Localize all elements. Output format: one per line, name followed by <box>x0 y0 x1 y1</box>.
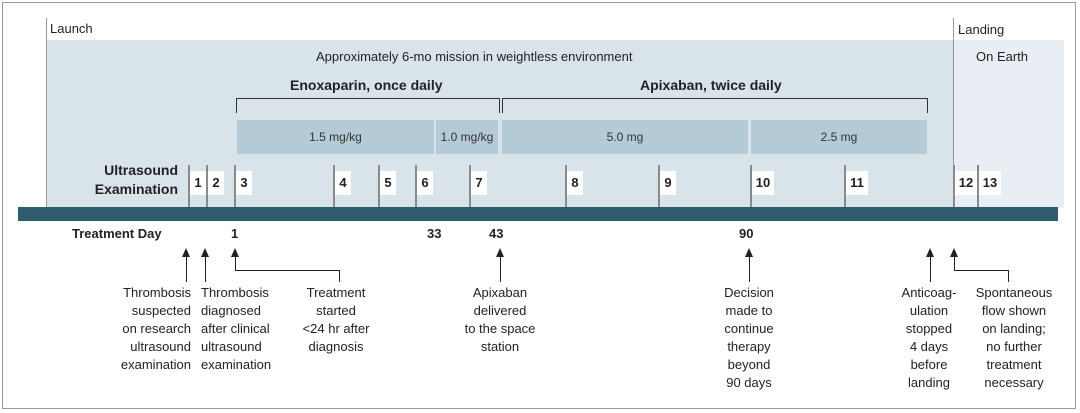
exam-10: 10 <box>752 171 774 195</box>
launch-line <box>46 18 47 208</box>
arrow-head-2 <box>201 248 209 257</box>
arrow-3-elbow <box>235 256 340 271</box>
tick-10 <box>750 165 752 207</box>
note-suspected: Thrombosis suspected on research ultrasound… <box>120 285 191 372</box>
ultrasound-heading: Ultrasound Examination <box>86 161 178 199</box>
exam-3: 3 <box>236 171 252 195</box>
note-anticoag-stopped: Anticoag-ulation stopped 4 days before landi… <box>901 285 957 390</box>
note-treatment-started: Treatment started <24 hr after diagnosis <box>302 285 370 354</box>
timeline-axis <box>18 207 1058 221</box>
landing-label: Landing <box>958 22 1005 37</box>
exam-8: 8 <box>567 171 583 195</box>
apixaban-bracket <box>502 98 928 113</box>
exam-7: 7 <box>471 171 487 195</box>
tick-8 <box>565 165 567 207</box>
arrow-head-3 <box>231 248 239 257</box>
exam-6: 6 <box>417 171 433 195</box>
note-apixaban-delivered: Apixaban delivered to the space station <box>464 285 536 354</box>
landing-line <box>953 18 954 208</box>
enoxaparin-label: Enoxaparin, once daily <box>290 77 443 93</box>
day-43: 43 <box>489 226 504 241</box>
dose-box-2: 1.0 mg/kg <box>436 120 498 154</box>
dose-box-3: 5.0 mg <box>502 120 748 154</box>
day-33: 33 <box>427 226 442 241</box>
exam-2: 2 <box>208 171 224 195</box>
note-spontaneous-flow: Spontaneous flow shown on landing; no furth… <box>975 285 1053 390</box>
tick-2 <box>206 165 208 207</box>
arrow-3-drop <box>339 270 340 282</box>
exam-13: 13 <box>979 171 1001 195</box>
figure-border <box>2 2 1076 409</box>
ultrasound-label-line1: Ultrasound <box>104 162 178 178</box>
arrow-head-6 <box>926 248 934 257</box>
exam-1: 1 <box>190 171 206 195</box>
enoxaparin-bracket <box>236 98 500 113</box>
treatment-day-label: Treatment Day <box>72 226 162 241</box>
arrow-head-1 <box>182 248 190 257</box>
arrow-7-drop <box>1008 270 1009 282</box>
tick-6 <box>415 165 417 207</box>
exam-9: 9 <box>660 171 676 195</box>
note-decision: Decision made to continue therapy beyond 90 d… <box>724 285 774 390</box>
day-1: 1 <box>231 226 239 241</box>
tick-5 <box>378 165 380 207</box>
exam-5: 5 <box>380 171 396 195</box>
arrow-6 <box>930 256 931 282</box>
ultrasound-label-line2: Examination <box>94 181 178 197</box>
arrow-head-4 <box>496 248 504 257</box>
arrow-7-elbow <box>954 256 1009 271</box>
exam-11: 11 <box>846 171 868 195</box>
arrow-4 <box>500 256 501 282</box>
tick-12 <box>953 165 955 207</box>
tick-1 <box>188 165 190 207</box>
tick-3 <box>234 165 236 207</box>
arrow-head-5 <box>745 248 753 257</box>
launch-label: Launch <box>50 21 93 36</box>
apixaban-label: Apixaban, twice daily <box>640 77 782 93</box>
tick-7 <box>469 165 471 207</box>
arrow-2 <box>205 256 206 282</box>
note-diagnosed: Thrombosis diagnosed after clinical ultraso… <box>201 285 272 372</box>
dose-box-4: 2.5 mg <box>751 120 927 154</box>
tick-9 <box>658 165 660 207</box>
exam-4: 4 <box>335 171 351 195</box>
dose-box-1: 1.5 mg/kg <box>237 120 434 154</box>
tick-11 <box>844 165 846 207</box>
day-90: 90 <box>739 226 754 241</box>
on-earth-label: On Earth <box>976 49 1029 64</box>
arrow-head-7 <box>950 248 958 257</box>
mission-label: Approximately 6-mo mission in weightless… <box>316 49 633 64</box>
arrow-5 <box>749 256 750 282</box>
tick-4 <box>333 165 335 207</box>
tick-13 <box>977 165 979 207</box>
exam-12: 12 <box>955 171 977 195</box>
arrow-1 <box>186 256 187 282</box>
